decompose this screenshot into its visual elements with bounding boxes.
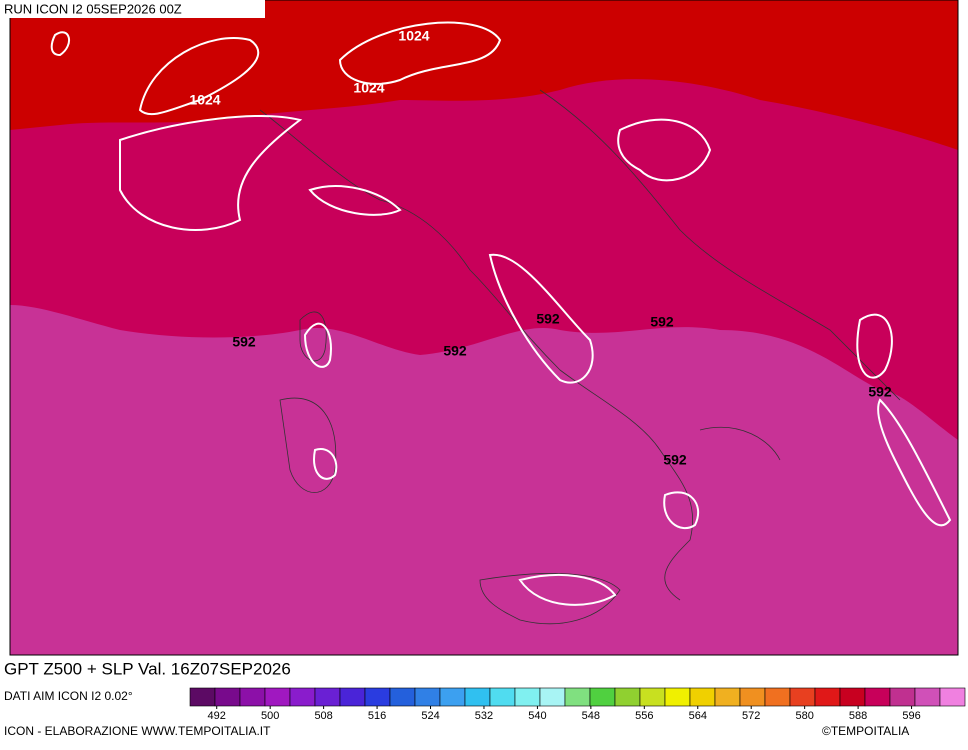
colorbar-box: [914, 687, 941, 707]
colorbar: 492 500 508 516 524 532 540 548 556 564 572 580 588 5…: [189, 687, 966, 722]
colorbar-box: [214, 687, 241, 707]
contour-labels: 1024 1024 1024 592 592 592 592 592 592: [189, 28, 891, 468]
header-title: RUN ICON I2 05SEP2026 00Z: [4, 1, 182, 16]
isobar: [50, 21, 952, 606]
colorbar-tick-label: 532: [475, 710, 493, 722]
contour-label: 592: [536, 311, 560, 327]
colorbar-tick-label: 524: [421, 710, 439, 722]
colorbar-tick-label: 588: [849, 710, 867, 722]
colorbar-box: [289, 687, 316, 707]
colorbar-box: [689, 687, 716, 707]
colorbar-box: [739, 687, 766, 707]
colorbar-box: [764, 687, 791, 707]
colorbar-tick-label: 508: [314, 710, 332, 722]
colorbar-box: [939, 687, 966, 707]
colorbar-tick-label: 516: [368, 710, 386, 722]
colorbar-box: [414, 687, 441, 707]
contour-label: 592: [868, 384, 892, 400]
colorbar-box: [639, 687, 666, 707]
colorbar-tick-label: 572: [742, 710, 760, 722]
contour-label: 592: [663, 452, 687, 468]
colorbar-box: [514, 687, 541, 707]
contour-label: 592: [232, 334, 256, 350]
colorbar-tick-label: 548: [582, 710, 600, 722]
contour-label: 1024: [189, 92, 220, 108]
map-frame: [9, 0, 959, 656]
zone-high: [10, 0, 958, 150]
credit: ICON - ELABORAZIONE WWW.TEMPOITALIA.IT: [4, 724, 271, 738]
colorbar-tick-label: 492: [208, 710, 226, 722]
source: DATI AIM ICON I2 0.02°: [4, 689, 133, 703]
colorbar-box: [814, 687, 841, 707]
colorbar-tick-label: 500: [261, 710, 279, 722]
colorbar-box: [714, 687, 741, 707]
colorbar-box: [864, 687, 891, 707]
colorbar-tick-label: 556: [635, 710, 653, 722]
footer-title-box: [0, 657, 413, 683]
colorbar-box: [614, 687, 641, 707]
footer-title: GPT Z500 + SLP Val. 16Z07SEP2026: [4, 659, 291, 678]
colorbar-box: [314, 687, 341, 707]
colorbar-box: [889, 687, 916, 707]
map: [9, 0, 959, 656]
islands: [279, 311, 621, 625]
colorbar-box: [189, 687, 216, 707]
colorbar-box: [789, 687, 816, 707]
colorbar-tick-label: 540: [528, 710, 546, 722]
colorbar-tick-label: 580: [795, 710, 813, 722]
colorbar-box: [539, 687, 566, 707]
colorbar-box: [664, 687, 691, 707]
colorbar-box: [339, 687, 366, 707]
colorbar-box: [489, 687, 516, 707]
colorbar-tick-label: 596: [902, 710, 920, 722]
contour-label: 592: [443, 343, 467, 359]
colorbar-box: [589, 687, 616, 707]
colorbar-box: [389, 687, 416, 707]
colorbar-box: [239, 687, 266, 707]
colorbar-box: [564, 687, 591, 707]
colorbar-box: [364, 687, 391, 707]
colorbar-box: [264, 687, 291, 707]
colorbar-box: [439, 687, 466, 707]
contour-label: 1024: [398, 28, 429, 44]
contour-label: 592: [650, 314, 674, 330]
colorbar-box: [839, 687, 866, 707]
header-box: [0, 0, 265, 18]
copyright: ©TEMPOITALIA: [822, 724, 909, 738]
colorbar-tick-label: 564: [689, 710, 707, 722]
colorbar-box: [464, 687, 491, 707]
contour-label: 1024: [353, 80, 384, 96]
